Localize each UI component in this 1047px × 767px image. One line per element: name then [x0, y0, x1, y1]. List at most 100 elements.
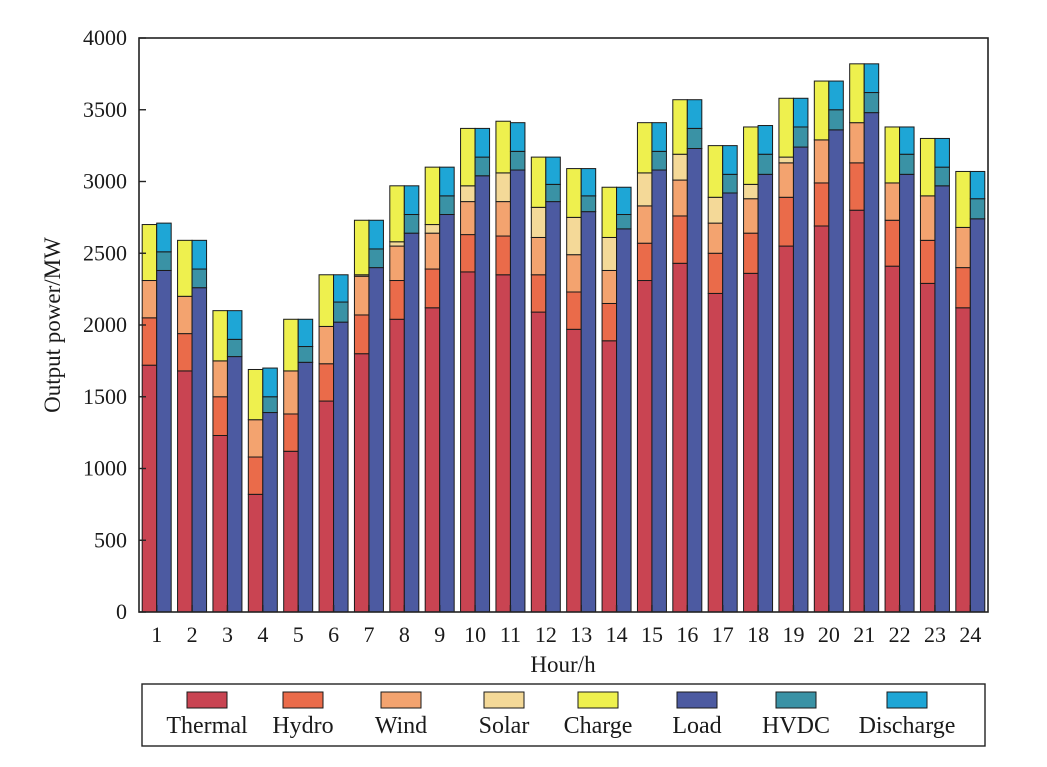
supply-bar-charge-segment	[707, 145, 724, 198]
supply-bar-charge-segment	[849, 63, 865, 124]
demand-bar-load-segment	[722, 192, 738, 613]
supply-bar-solar-segment	[566, 216, 582, 256]
y-tick-label: 2500	[83, 240, 127, 265]
supply-bar-charge-segment	[177, 239, 193, 297]
supply-bar-hydro-segment	[460, 234, 476, 273]
supply-bar-hydro-segment	[813, 182, 830, 227]
demand-bar-hvdc-segment	[934, 166, 950, 187]
x-axis-title: Hour/h	[530, 652, 596, 677]
demand-bar-discharge-segment	[651, 122, 667, 152]
supply-bar-thermal-segment	[636, 280, 653, 613]
supply-bar-hydro-segment	[212, 396, 228, 436]
demand-bar-load-segment	[439, 214, 455, 613]
x-tick-label: 11	[500, 622, 521, 647]
supply-bar-charge-segment	[884, 126, 901, 184]
legend-label-load: Load	[672, 713, 721, 739]
supply-bar-solar-segment	[460, 185, 476, 203]
supply-bar-wind-segment	[495, 201, 511, 237]
x-tick-label: 6	[328, 622, 339, 647]
demand-bar-hvdc-segment	[333, 301, 349, 323]
supply-bar-hydro-segment	[601, 302, 618, 342]
supply-bar-wind-segment	[460, 201, 476, 236]
x-tick-label: 18	[747, 622, 769, 647]
demand-bar-hvdc-segment	[969, 198, 986, 220]
supply-bar-charge-segment	[141, 224, 158, 282]
supply-bar-thermal-segment	[530, 311, 547, 613]
supply-bar-wind-segment	[389, 245, 405, 282]
x-tick-label: 15	[641, 622, 663, 647]
supply-bar-thermal-segment	[778, 245, 794, 613]
y-tick-label: 3000	[83, 169, 127, 194]
x-tick-label: 4	[257, 622, 268, 647]
supply-bar-solar-segment	[672, 153, 688, 181]
demand-bar-hvdc-segment	[651, 150, 667, 171]
demand-bar-load-segment	[616, 228, 632, 613]
supply-bar-charge-segment	[601, 186, 618, 238]
demand-bar-discharge-segment	[792, 97, 809, 128]
x-tick-label: 13	[570, 622, 592, 647]
demand-bar-hvdc-segment	[297, 346, 314, 363]
supply-bar-hydro-segment	[177, 333, 193, 372]
supply-bar-wind-segment	[566, 254, 582, 293]
demand-bar-hvdc-segment	[403, 214, 420, 234]
supply-bar-thermal-segment	[955, 307, 971, 613]
supply-bar-charge-segment	[389, 185, 405, 243]
supply-bar-hydro-segment	[353, 314, 370, 355]
demand-bar-hvdc-segment	[686, 127, 703, 149]
legend-swatch-solar	[483, 691, 525, 709]
demand-bar-discharge-segment	[156, 222, 172, 253]
supply-bar-charge-segment	[813, 80, 830, 141]
supply-bar-thermal-segment	[919, 282, 936, 613]
supply-bar-charge-segment	[495, 120, 511, 174]
x-tick-label: 1	[151, 622, 162, 647]
supply-bar-charge-segment	[353, 219, 370, 276]
x-tick-label: 2	[187, 622, 198, 647]
supply-bar-hydro-segment	[495, 235, 511, 276]
demand-bar-discharge-segment	[439, 166, 455, 197]
demand-bar-load-segment	[969, 218, 986, 613]
demand-bar-hvdc-segment	[509, 150, 526, 171]
x-tick-label: 3	[222, 622, 233, 647]
supply-bar-wind-segment	[849, 122, 865, 164]
supply-bar-charge-segment	[672, 99, 688, 155]
supply-bar-hydro-segment	[389, 280, 405, 320]
supply-bar-wind-segment	[530, 236, 547, 276]
supply-bar-charge-segment	[283, 318, 299, 372]
demand-bar-discharge-segment	[863, 63, 880, 94]
x-tick-label: 21	[853, 622, 875, 647]
demand-bar-load-segment	[792, 146, 809, 613]
y-tick-label: 3500	[83, 97, 127, 122]
demand-bar-hvdc-segment	[262, 396, 278, 414]
supply-bar-wind-segment	[424, 232, 441, 270]
y-axis-title: Output power/MW	[40, 237, 65, 413]
supply-bar-charge-segment	[318, 274, 335, 327]
supply-bar-thermal-segment	[141, 364, 158, 613]
demand-bar-load-segment	[191, 287, 208, 613]
demand-bar-discharge-segment	[686, 99, 703, 129]
demand-bar-discharge-segment	[191, 239, 208, 270]
legend-swatch-hydro	[282, 691, 324, 709]
demand-bar-discharge-segment	[580, 168, 597, 197]
y-ticks: 0 500 1000 1500 2000 2500 3000 3500 4000	[83, 25, 146, 624]
supply-bar-thermal-segment	[601, 340, 618, 613]
supply-bar-charge-segment	[247, 368, 264, 421]
supply-bar-charge-segment	[460, 127, 476, 187]
supply-bar-solar-segment	[743, 183, 759, 200]
x-tick-label: 24	[959, 622, 981, 647]
supply-bar-charge-segment	[919, 137, 936, 197]
y-tick-label: 0	[116, 599, 127, 624]
demand-bar-load-segment	[474, 175, 491, 613]
x-tick-label: 7	[363, 622, 374, 647]
supply-bar-thermal-segment	[495, 274, 511, 613]
demand-bar-discharge-segment	[226, 310, 243, 340]
supply-bar-wind-segment	[353, 275, 370, 316]
demand-bar-hvdc-segment	[474, 156, 491, 177]
demand-bar-hvdc-segment	[191, 268, 208, 289]
supply-bar-charge-segment	[530, 156, 547, 208]
x-tick-label: 22	[889, 622, 911, 647]
demand-bar-discharge-segment	[333, 274, 349, 303]
supply-bar-hydro-segment	[636, 242, 653, 282]
supply-bar-thermal-segment	[566, 328, 582, 613]
